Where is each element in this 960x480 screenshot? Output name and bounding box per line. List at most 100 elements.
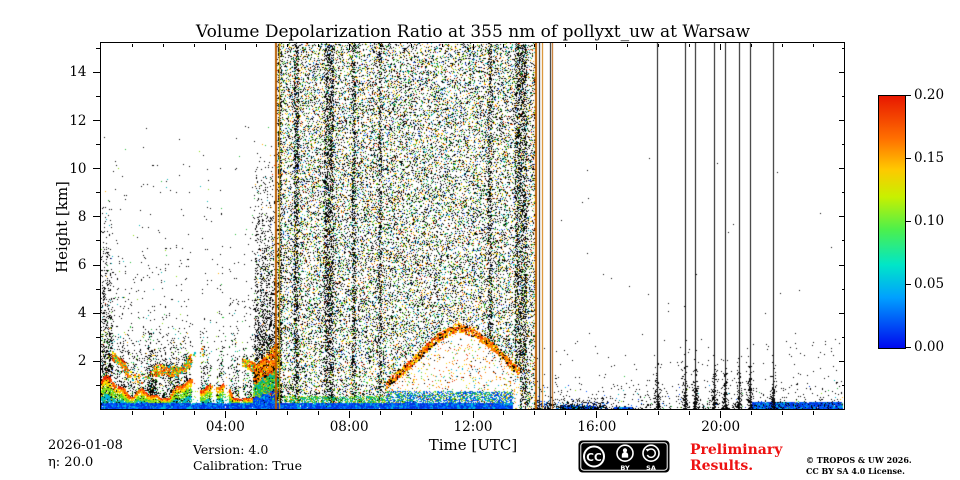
x-top-tick [565,43,567,47]
x-top-tick [162,43,164,47]
measurement-date: 2026-01-08 [48,438,123,453]
x-minor-tick [782,411,784,415]
x-top-tick [348,43,350,50]
copyright-line2: CC BY SA 4.0 License. [806,465,905,476]
y-minor-tick [95,240,100,242]
x-top-tick [379,43,381,47]
sa-arrow-icon [642,444,660,462]
x-tick-label: 20:00 [701,419,741,435]
y-minor-tick [95,144,100,146]
sa-icon-label: SA [646,464,656,472]
cc-icon-label: CC [586,452,602,464]
colorbar-tick-label: 0.15 [914,150,945,166]
y-tick-label: 14 [69,64,87,81]
y-tick-mark [92,216,100,218]
x-top-tick [720,43,722,50]
x-minor-tick [813,411,815,415]
colorbar-tick-mark [906,283,911,285]
x-minor-tick [441,411,443,415]
y-tick-mark [92,264,100,266]
x-top-tick [689,43,691,47]
colorbar [878,95,906,349]
y-tick-mark [92,360,100,362]
y-tick-label: 2 [77,353,87,370]
y-minor-tick [95,288,100,290]
x-top-tick [534,43,536,47]
colorbar-tick-mark [906,220,911,222]
colorbar-tick-mark [906,94,911,96]
x-minor-tick [689,411,691,415]
x-minor-tick [193,411,195,415]
y-right-tick [841,384,845,386]
x-minor-tick [286,411,288,415]
x-top-tick [751,43,753,47]
x-minor-tick [255,411,257,415]
x-top-tick [627,43,629,47]
y-minor-tick [95,384,100,386]
colorbar-tick-mark [906,157,911,159]
cc-icon [583,445,605,468]
by-icon-label: BY [620,464,630,472]
y-right-tick [841,47,845,49]
plot-area [100,42,845,410]
x-top-tick [472,43,474,50]
y-tick-label: 6 [77,257,87,274]
y-right-tick [838,360,845,362]
x-minor-tick [162,411,164,415]
y-minor-tick [95,192,100,194]
copyright-note: © TROPOS & UW 2026. CC BY SA 4.0 License… [806,455,912,477]
x-tick-mark [720,411,722,418]
x-top-tick [317,43,319,47]
y-tick-mark [92,312,100,314]
x-minor-tick [658,411,660,415]
x-minor-tick [627,411,629,415]
y-right-tick [841,144,845,146]
colorbar-tick-label: 0.10 [914,213,945,229]
y-right-tick [841,95,845,97]
colorbar-tick-label: 0.00 [914,339,945,355]
y-right-tick [838,71,845,73]
cc-by-sa-license-badge: CC BY SA [578,440,670,473]
y-tick-label: 10 [69,160,87,177]
y-minor-tick [95,95,100,97]
y-tick-label: 4 [77,305,87,322]
eta-value: η: 20.0 [48,455,94,470]
y-minor-tick [95,336,100,338]
x-minor-tick [565,411,567,415]
copyright-line1: © TROPOS & UW 2026. [806,455,912,465]
colorbar-tick-label: 0.05 [914,276,945,292]
version-label: Version: 4.0 [193,442,269,457]
x-minor-tick [317,411,319,415]
x-top-tick [193,43,195,47]
x-tick-label: 12:00 [453,419,493,435]
x-top-tick [596,43,598,50]
calibration-label: Calibration: True [193,458,302,473]
y-right-tick [838,312,845,314]
y-right-tick [838,216,845,218]
y-right-tick [841,240,845,242]
x-tick-label: 08:00 [329,419,369,435]
x-minor-tick [534,411,536,415]
y-right-tick [841,336,845,338]
x-top-tick [131,43,133,47]
y-right-tick [838,120,845,122]
y-tick-label: 8 [77,208,87,225]
by-person-icon [616,444,634,462]
y-tick-mark [92,168,100,170]
x-top-tick [255,43,257,47]
y-right-tick [838,264,845,266]
colorbar-tick-label: 0.20 [914,87,945,103]
x-minor-tick [503,411,505,415]
chart-title: Volume Depolarization Ratio at 355 nm of… [195,22,751,42]
x-minor-tick [751,411,753,415]
x-minor-tick [131,411,133,415]
x-tick-mark [472,411,474,418]
x-minor-tick [410,411,412,415]
x-top-tick [441,43,443,47]
x-top-tick [503,43,505,47]
y-tick-label: 12 [69,112,87,129]
x-top-tick [782,43,784,47]
y-minor-tick [95,47,100,49]
x-minor-tick [379,411,381,415]
